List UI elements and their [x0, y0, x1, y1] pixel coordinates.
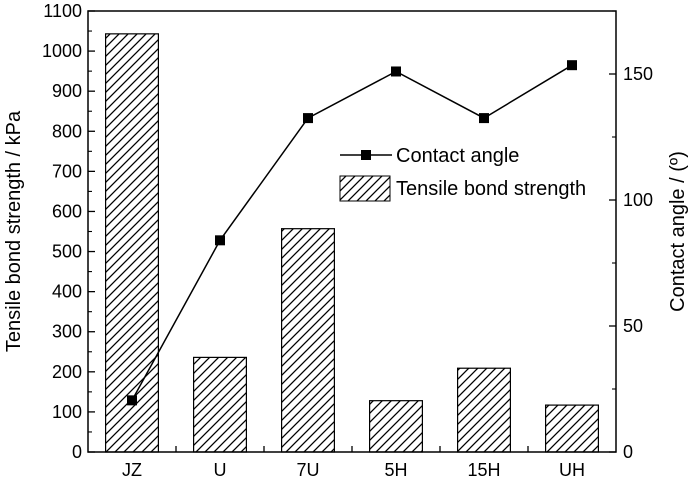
contact-angle-line — [131, 64, 573, 401]
left-tick-label: 1000 — [42, 41, 82, 61]
left-tick-label: 400 — [52, 282, 82, 302]
left-tick-label: 800 — [52, 121, 82, 141]
x-tick-label: 15H — [467, 460, 500, 480]
legend-label-contact-angle: Contact angle — [396, 145, 519, 167]
legend-label-tensile-bond-strength: Tensile bond strength — [396, 178, 586, 200]
x-tick-label: 7U — [296, 460, 319, 480]
right-tick-label: 50 — [623, 316, 643, 336]
legend-marker-sample — [361, 150, 371, 160]
left-tick-label: 1100 — [43, 1, 82, 21]
y-axis-title-left: Tensile bond strength / kPa — [3, 110, 25, 352]
x-tick-label: UH — [559, 460, 585, 480]
bar — [104, 33, 159, 453]
data-point — [391, 66, 401, 77]
data-point — [127, 395, 137, 406]
left-tick-label: 900 — [52, 81, 82, 101]
line-series — [127, 60, 577, 406]
y-axis-title-right: Contact angle / (º) — [667, 151, 689, 312]
right-axis: 0 50 100 150 — [609, 10, 653, 462]
data-point — [303, 113, 313, 124]
right-tick-label: 0 — [623, 442, 633, 462]
data-point — [215, 235, 225, 246]
bar — [457, 367, 512, 453]
bar-series — [104, 33, 599, 453]
legend-swatch-hatch — [339, 175, 391, 202]
data-point — [567, 60, 577, 71]
left-tick-label: 300 — [52, 322, 82, 342]
left-tick-label: 200 — [52, 362, 82, 382]
left-axis: 0 100 200 300 400 500 600 700 800 900 1000 1100 — [42, 1, 95, 462]
bar — [193, 356, 248, 453]
left-tick-label: 500 — [52, 242, 82, 262]
right-tick-label: 100 — [623, 190, 653, 210]
plot-frame — [87, 10, 617, 453]
x-axis: JZ U 7U 5H 15H UH — [122, 446, 585, 480]
x-tick-label: JZ — [122, 460, 142, 480]
bar — [369, 400, 424, 453]
left-tick-label: 700 — [52, 161, 82, 181]
right-tick-label: 150 — [623, 64, 653, 84]
data-point — [479, 113, 489, 124]
left-tick-label: 100 — [52, 402, 82, 422]
legend: Contact angle Tensile bond strength — [339, 145, 586, 202]
bar — [281, 228, 336, 453]
x-tick-label: 5H — [384, 460, 407, 480]
left-tick-label: 600 — [52, 201, 82, 221]
left-tick-label: 0 — [72, 442, 82, 462]
bar — [544, 404, 599, 453]
x-tick-label: U — [214, 460, 227, 480]
